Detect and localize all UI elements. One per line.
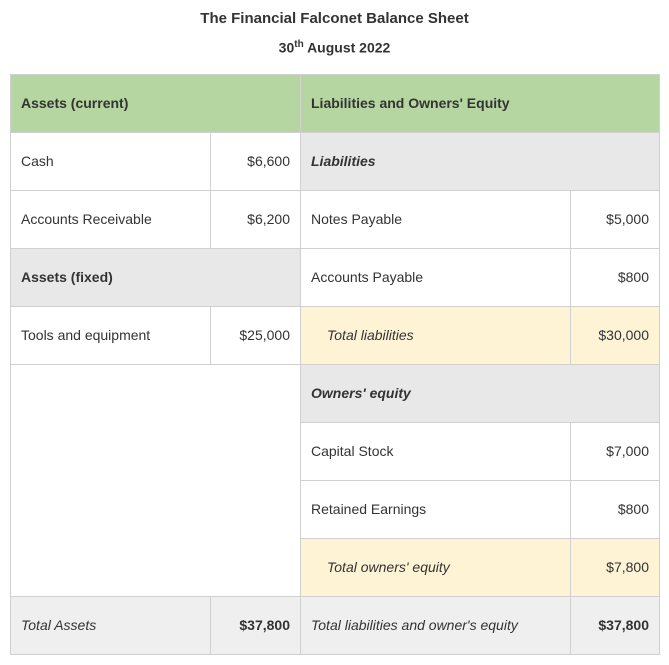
total-owners-equity-value: $7,800 [571,538,660,596]
table-row: Total Assets $37,800 Total liabilities a… [11,596,660,654]
tools-equipment-label: Tools and equipment [11,306,211,364]
capital-stock-value: $7,000 [571,422,660,480]
sheet-date: 30th August 2022 [10,39,659,56]
notes-payable-value: $5,000 [571,190,660,248]
accounts-receivable-label: Accounts Receivable [11,190,211,248]
date-day: 30 [279,40,295,56]
table-row: Owners' equity [11,364,660,422]
total-liabilities-label: Total liabilities [311,327,414,343]
total-owners-equity-label: Total owners' equity [311,559,450,575]
table-row: Cash $6,600 Liabilities [11,132,660,190]
cash-value: $6,600 [211,132,301,190]
balance-sheet-table: Assets (current) Liabilities and Owners'… [10,74,660,655]
accounts-payable-label: Accounts Payable [301,248,571,306]
capital-stock-label: Capital Stock [301,422,571,480]
total-liab-oe-value: $37,800 [571,596,660,654]
total-assets-label: Total Assets [11,596,211,654]
liabilities-subheader: Liabilities [301,132,660,190]
retained-earnings-value: $800 [571,480,660,538]
date-ordinal: th [294,39,303,50]
table-row: Tools and equipment $25,000 Total liabil… [11,306,660,364]
table-row: Assets (current) Liabilities and Owners'… [11,74,660,132]
assets-current-header: Assets (current) [11,74,301,132]
total-liabilities-label-cell: Total liabilities [301,306,571,364]
table-row: Accounts Receivable $6,200 Notes Payable… [11,190,660,248]
total-assets-value: $37,800 [211,596,301,654]
accounts-receivable-value: $6,200 [211,190,301,248]
notes-payable-label: Notes Payable [301,190,571,248]
total-owners-equity-label-cell: Total owners' equity [301,538,571,596]
total-liabilities-value: $30,000 [571,306,660,364]
accounts-payable-value: $800 [571,248,660,306]
sheet-title: The Financial Falconet Balance Sheet [10,10,659,27]
date-rest: August 2022 [304,40,391,56]
table-row: Assets (fixed) Accounts Payable $800 [11,248,660,306]
total-liab-oe-label: Total liabilities and owner's equity [301,596,571,654]
assets-fixed-header: Assets (fixed) [11,248,301,306]
cash-label: Cash [11,132,211,190]
liabilities-owners-equity-header: Liabilities and Owners' Equity [301,74,660,132]
empty-left-block [11,364,301,596]
owners-equity-subheader: Owners' equity [301,364,660,422]
tools-equipment-value: $25,000 [211,306,301,364]
retained-earnings-label: Retained Earnings [301,480,571,538]
